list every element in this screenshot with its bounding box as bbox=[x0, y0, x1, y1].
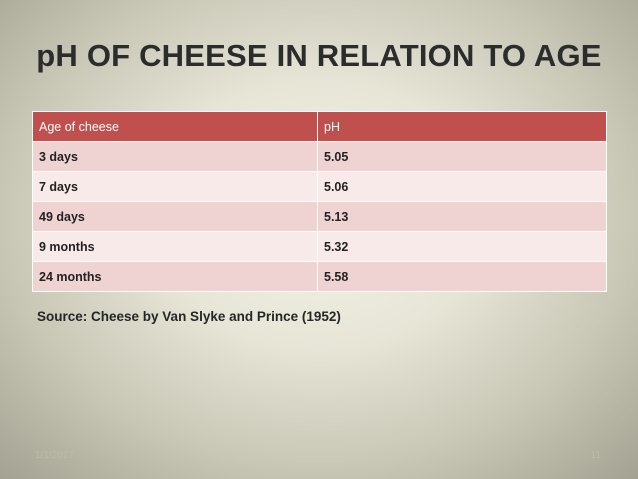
cell-age: 24 months bbox=[32, 261, 318, 292]
table-row: 24 months 5.58 bbox=[32, 261, 607, 292]
table-row: 7 days 5.06 bbox=[32, 171, 607, 202]
table-row: 9 months 5.32 bbox=[32, 231, 607, 262]
cell-ph: 5.05 bbox=[317, 141, 607, 172]
table-header-row: Age of cheese pH bbox=[32, 111, 607, 142]
cell-age: 3 days bbox=[32, 141, 318, 172]
table-row: 3 days 5.05 bbox=[32, 141, 607, 172]
source-note: Source: Cheese by Van Slyke and Prince (… bbox=[37, 309, 341, 324]
footer-page-number: 11 bbox=[590, 450, 601, 461]
ph-age-table: Age of cheese pH 3 days 5.05 7 days 5.06… bbox=[32, 111, 607, 292]
table-row: 49 days 5.13 bbox=[32, 201, 607, 232]
cell-ph: 5.13 bbox=[317, 201, 607, 232]
cell-ph: 5.32 bbox=[317, 231, 607, 262]
cell-ph: 5.06 bbox=[317, 171, 607, 202]
cell-age: 9 months bbox=[32, 231, 318, 262]
header-ph: pH bbox=[317, 111, 607, 142]
cell-age: 49 days bbox=[32, 201, 318, 232]
cell-ph: 5.58 bbox=[317, 261, 607, 292]
footer-date: 1/1/2017 bbox=[35, 450, 74, 461]
cell-age: 7 days bbox=[32, 171, 318, 202]
header-age-of-cheese: Age of cheese bbox=[32, 111, 318, 142]
slide-title: pH OF CHEESE IN RELATION TO AGE bbox=[36, 38, 602, 73]
